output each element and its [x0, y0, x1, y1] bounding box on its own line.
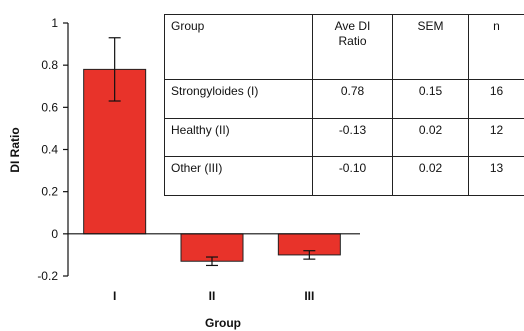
table-row: Healthy (II) -0.13 0.02 12	[164, 117, 524, 158]
table-cell: Other (III)	[164, 156, 313, 196]
table-cell: 0.78	[312, 79, 393, 119]
y-tick-label: 0.8	[41, 58, 58, 72]
table-cell: -0.10	[312, 156, 393, 196]
table-cell: 0.15	[392, 79, 469, 119]
x-tick-label: II	[209, 289, 216, 303]
table-header-cell: Group	[164, 13, 313, 81]
x-tick-label: III	[304, 289, 314, 303]
y-tick-label: 0.2	[41, 185, 58, 199]
table-cell: Strongyloides (I)	[164, 79, 313, 119]
y-tick-label: 0.6	[41, 100, 58, 114]
table-cell: 13	[468, 156, 524, 196]
table-row: Strongyloides (I) 0.78 0.15 16	[164, 79, 524, 119]
summary-table: Group Ave DI Ratio SEM n Strongyloides (…	[164, 13, 524, 196]
table-row: Other (III) -0.10 0.02 13	[164, 156, 524, 196]
y-axis-title: DI Ratio	[8, 127, 22, 172]
x-axis-title: Group	[205, 316, 241, 330]
y-tick-label: 0	[51, 227, 58, 241]
x-tick-label: I	[113, 289, 116, 303]
y-axis: -0.2 0 0.2 0.4 0.6 0.8 1	[37, 16, 69, 283]
table-header-row: Group Ave DI Ratio SEM n	[164, 13, 524, 81]
y-tick-label: -0.2	[37, 269, 58, 283]
y-tick-label: 1	[51, 16, 58, 30]
table-cell: 0.02	[392, 156, 469, 196]
table-header-cell: n	[468, 13, 524, 81]
x-axis: I II III	[68, 233, 360, 303]
table-cell: 0.02	[392, 117, 469, 158]
table-cell: -0.13	[312, 117, 393, 158]
table-header-cell: Ave DI Ratio	[312, 13, 393, 81]
table-cell: 16	[468, 79, 524, 119]
table-cell: Healthy (II)	[164, 117, 313, 158]
y-tick-label: 0.4	[41, 143, 58, 157]
table-cell: 12	[468, 117, 524, 158]
table-header-cell: SEM	[392, 13, 469, 81]
bars	[83, 37, 341, 267]
